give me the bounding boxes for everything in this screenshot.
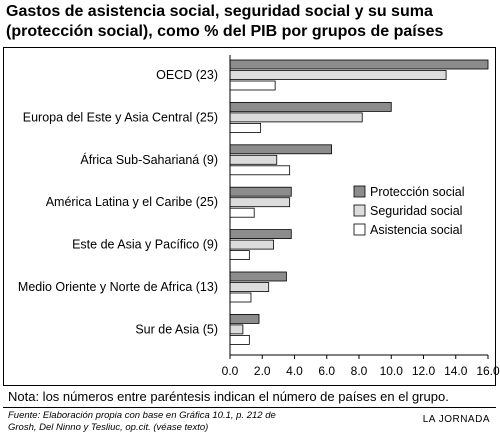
legend-swatch-3 [353,223,366,236]
bar-3-5 [229,250,250,261]
chart-title: Gastos de asistencia social, seguridad s… [6,2,496,42]
x-tick-label-6: 10.0 [380,364,404,378]
bar-2-1 [229,70,447,80]
legend: Protección social Seguridad social Asisten… [353,185,465,237]
title-line-1: Gastos de asistencia social, seguridad s… [6,3,433,20]
bar-3-6 [229,292,252,303]
bar-1-1 [229,59,489,70]
bar-2-7 [229,324,244,335]
bar-3-3 [229,165,291,176]
bar-3-2 [229,123,262,133]
x-tick-label-8: 14.0 [444,364,468,378]
bar-1-7 [229,313,260,324]
legend-swatch-2 [353,204,366,217]
legend-label-3: Asistencia social [370,223,462,237]
x-tick-label-7: 12.0 [412,364,436,378]
title-line-2: (protección social), como % del PIB por … [6,23,444,40]
category-label-6: Medio Oriente y Norte de Africa (13) [18,280,218,294]
x-tick-label-3: 4.0 [286,364,303,378]
brand-label: LA JORNADA [422,414,490,425]
bar-1-5 [229,229,292,240]
x-tick-label-5: 8.0 [351,364,368,378]
bars-group [229,59,489,345]
legend-label-1: Protección social [370,185,465,199]
bar-2-3 [229,154,278,165]
x-tick-label-1: 0.0 [222,364,239,378]
legend-swatch-1 [353,185,366,198]
category-labels: OECD (23) Europa del Este y Asia Central … [18,68,218,336]
bar-2-6 [229,282,270,292]
bar-1-2 [229,102,392,112]
bar-1-4 [229,186,292,197]
category-label-3: África Sub-Saharianá (9) [80,152,218,167]
category-label-5: Este de Asia y Pacífico (9) [72,238,218,252]
source-text: Fuente: Elaboración propia con base en G… [8,410,276,434]
category-label-4: América Latina y el Caribe (25) [46,195,218,209]
bar-3-7 [229,334,250,345]
category-label-2: Europa del Este y Asia Central (25) [23,110,218,124]
bar-1-6 [229,271,287,282]
chart-frame [3,47,496,386]
category-label-1: OECD (23) [156,68,218,82]
x-axis: 0.0 2.0 4.0 6.0 8.0 10.0 12.0 14.0 16.0 [222,55,500,378]
bar-3-1 [229,80,276,91]
x-tick-label-9: 16.0 [476,364,500,378]
x-tick-label-2: 2.0 [254,364,271,378]
bar-2-2 [229,112,363,123]
source-line-1: Fuente: Elaboración propia con base en G… [8,410,276,421]
x-tick-label-4: 6.0 [318,364,335,378]
footnote: Nota: los números entre paréntesis indic… [8,389,449,404]
bar-3-4 [229,207,255,218]
bar-1-3 [229,144,332,155]
source-line-2: Grosh, Del Ninno y Tesliuc, op.cit. (véa… [8,422,209,433]
category-label-7: Sur de Asia (5) [135,322,218,336]
divider [3,407,496,408]
legend-label-2: Seguridad social [370,204,462,218]
bar-2-4 [229,197,291,208]
bar-2-5 [229,239,274,250]
